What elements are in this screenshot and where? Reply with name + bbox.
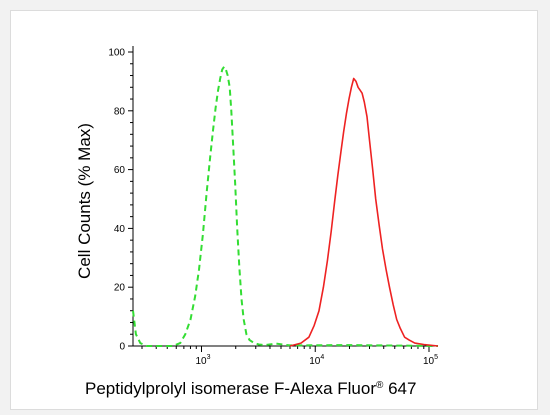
plot-area [132, 65, 439, 347]
x-axis-title: Peptidylprolyl isomerase F-Alexa Fluor® … [85, 379, 416, 398]
y-axis-ticks: 0 20 40 60 80 100 [108, 48, 133, 353]
sample-histogram-line [289, 77, 439, 347]
x-axis-title-tail: 647 [383, 379, 416, 398]
x-tick-label: 104 [309, 354, 324, 367]
y-tick-label: 60 [114, 165, 126, 176]
y-tick-label: 80 [114, 106, 126, 117]
y-tick-label: 40 [114, 224, 126, 235]
control-histogram-line [132, 65, 439, 347]
x-axis-ticks: 103 104 105 [141, 346, 438, 367]
flow-histogram-chart: 0 20 40 60 80 100 103 104 105 Cell Counts (% Ma… [75, 46, 439, 398]
y-tick-label: 0 [119, 342, 125, 353]
x-tick-label: 105 [423, 354, 438, 367]
figure-frame: 0 20 40 60 80 100 103 104 105 Cell Counts (% Ma… [10, 10, 538, 410]
x-tick-label: 103 [195, 354, 210, 367]
chart-container: 0 20 40 60 80 100 103 104 105 Cell Counts (% Ma… [33, 16, 519, 406]
y-axis-title: Cell Counts (% Max) [75, 123, 94, 279]
x-axis-title-main: Peptidylprolyl isomerase F-Alexa Fluor [85, 379, 376, 398]
y-tick-label: 20 [114, 283, 126, 294]
x-axis-title-registered: ® [376, 380, 384, 391]
y-tick-label: 100 [108, 48, 125, 59]
